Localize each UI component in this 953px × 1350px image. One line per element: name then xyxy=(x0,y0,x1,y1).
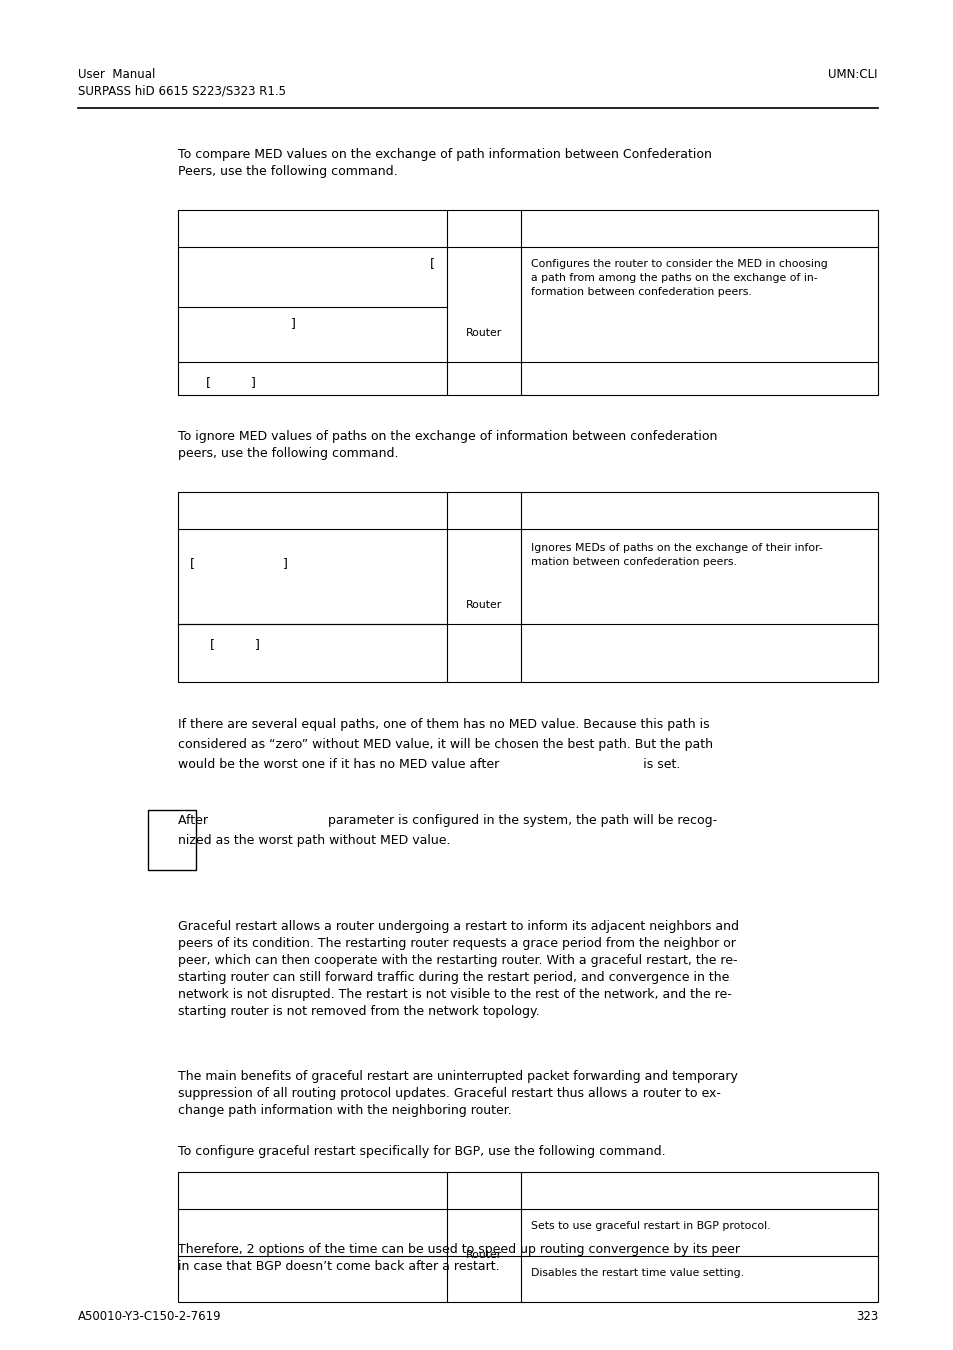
Text: [: [ xyxy=(429,256,434,270)
Text: User  Manual: User Manual xyxy=(78,68,155,81)
Text: considered as “zero” without MED value, it will be chosen the best path. But the: considered as “zero” without MED value, … xyxy=(178,738,712,751)
Text: 323: 323 xyxy=(855,1310,877,1323)
Text: UMN:CLI: UMN:CLI xyxy=(827,68,877,81)
Text: Ignores MEDs of paths on the exchange of their infor-
mation between confederati: Ignores MEDs of paths on the exchange of… xyxy=(531,543,821,567)
Bar xyxy=(178,211,877,396)
Bar xyxy=(178,491,877,682)
Bar xyxy=(148,810,195,869)
Text: Disables the restart time value setting.: Disables the restart time value setting. xyxy=(531,1268,743,1278)
Text: To ignore MED values of paths on the exchange of information between confederati: To ignore MED values of paths on the exc… xyxy=(178,431,717,460)
Text: ]: ] xyxy=(291,317,295,329)
Text: would be the worst one if it has no MED value after                             : would be the worst one if it has no MED … xyxy=(178,757,679,771)
Text: [          ]: [ ] xyxy=(206,377,255,389)
Text: SURPASS hiD 6615 S223/S323 R1.5: SURPASS hiD 6615 S223/S323 R1.5 xyxy=(78,84,286,97)
Text: The main benefits of graceful restart are uninterrupted packet forwarding and te: The main benefits of graceful restart ar… xyxy=(178,1071,737,1116)
Text: Configures the router to consider the MED in choosing
a path from among the path: Configures the router to consider the ME… xyxy=(531,259,827,297)
Text: After                              parameter is configured in the system, the pa: After parameter is configured in the sys… xyxy=(178,814,717,828)
Text: Router: Router xyxy=(466,1250,502,1261)
Bar xyxy=(178,1172,877,1301)
Text: A50010-Y3-C150-2-7619: A50010-Y3-C150-2-7619 xyxy=(78,1310,221,1323)
Text: Router: Router xyxy=(466,328,502,339)
Text: Router: Router xyxy=(466,601,502,610)
Text: [                      ]: [ ] xyxy=(190,558,288,570)
Text: To compare MED values on the exchange of path information between Confederation
: To compare MED values on the exchange of… xyxy=(178,148,711,178)
Text: Therefore, 2 options of the time can be used to speed up routing convergence by : Therefore, 2 options of the time can be … xyxy=(178,1243,740,1273)
Text: [          ]: [ ] xyxy=(210,639,259,651)
Text: nized as the worst path without MED value.: nized as the worst path without MED valu… xyxy=(178,834,450,846)
Text: To configure graceful restart specifically for BGP, use the following command.: To configure graceful restart specifical… xyxy=(178,1145,665,1158)
Text: If there are several equal paths, one of them has no MED value. Because this pat: If there are several equal paths, one of… xyxy=(178,718,709,730)
Text: Graceful restart allows a router undergoing a restart to inform its adjacent nei: Graceful restart allows a router undergo… xyxy=(178,919,739,1018)
Text: Sets to use graceful restart in BGP protocol.: Sets to use graceful restart in BGP prot… xyxy=(531,1220,770,1231)
